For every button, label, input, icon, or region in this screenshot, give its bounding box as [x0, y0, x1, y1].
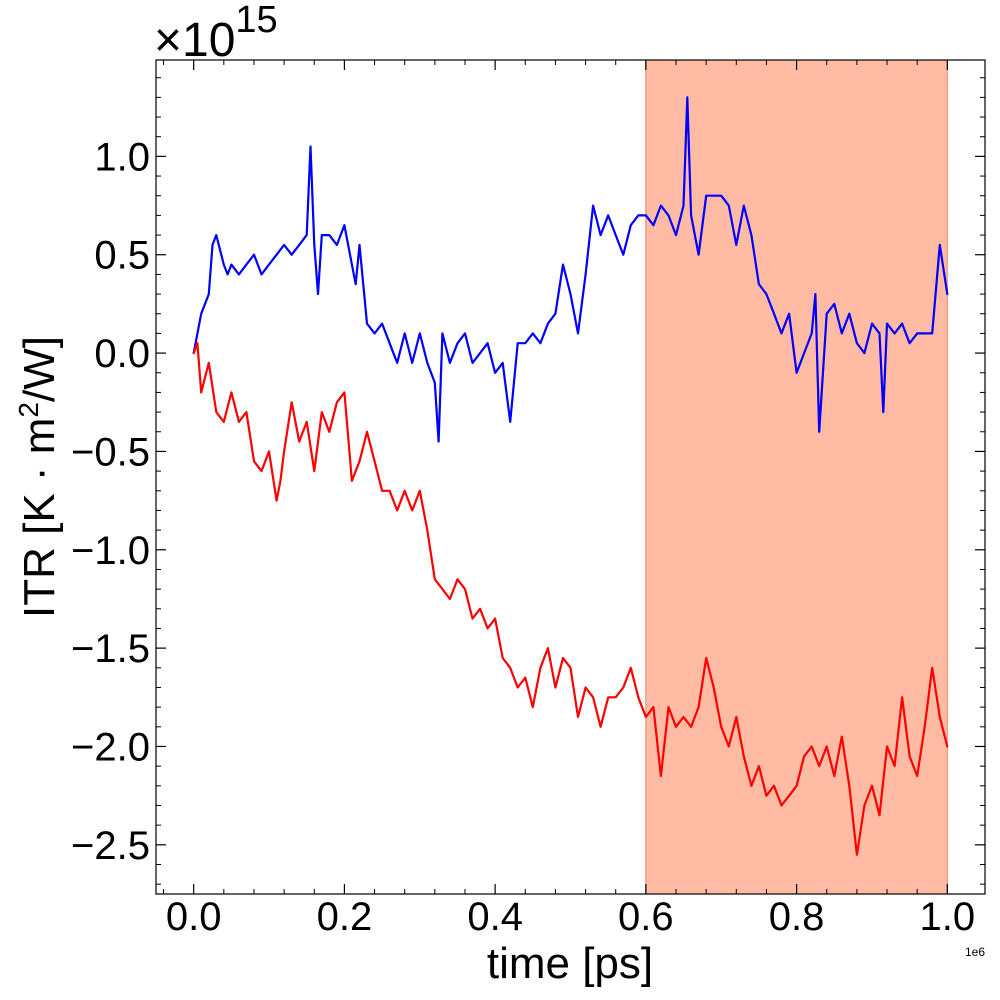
x-tick-label: 0.8	[769, 895, 825, 939]
y-axis-label-main: ITR [K · m	[15, 418, 64, 618]
y-axis-label-tail: /W]	[15, 336, 64, 402]
y-tick-label: −2.0	[71, 725, 150, 769]
y-multiplier-exponent: 15	[235, 0, 277, 41]
y-multiplier: ×1015	[154, 0, 278, 67]
y-tick-label: 0.0	[94, 332, 150, 376]
y-tick-label: −1.5	[71, 627, 150, 671]
x-tick-label: 1.0	[920, 895, 976, 939]
y-tick-label: −0.5	[71, 430, 150, 474]
y-tick-label: −1.0	[71, 529, 150, 573]
y-axis-label-sup: 2	[13, 402, 44, 418]
x-tick-label: 0.2	[317, 895, 373, 939]
y-tick-label: 1.0	[94, 135, 150, 179]
tick-layer: 0.0 0.2 0.4 0.6 0.8 1.0 1.0 0.5 0.0 −0.5 −1.0 −1.5 −…	[71, 60, 985, 939]
y-tick-label: −2.5	[71, 824, 150, 868]
shaded-region	[645, 60, 948, 894]
x-tick-label: 0.6	[618, 895, 674, 939]
x-offset-label: 1e6	[965, 945, 985, 959]
series-line-2	[192, 342, 949, 856]
x-tick-label: 0.4	[467, 895, 523, 939]
y-multiplier-base: ×10	[154, 14, 235, 67]
x-tick-label: 0.0	[166, 895, 222, 939]
series-layer	[192, 96, 949, 856]
x-axis-label: time [ps]	[487, 939, 653, 988]
series-line-1	[192, 96, 949, 443]
plot-frame	[155, 59, 986, 895]
y-tick-label: 0.5	[94, 234, 150, 278]
y-axis-label: ITR [K · m2/W]	[13, 336, 64, 618]
